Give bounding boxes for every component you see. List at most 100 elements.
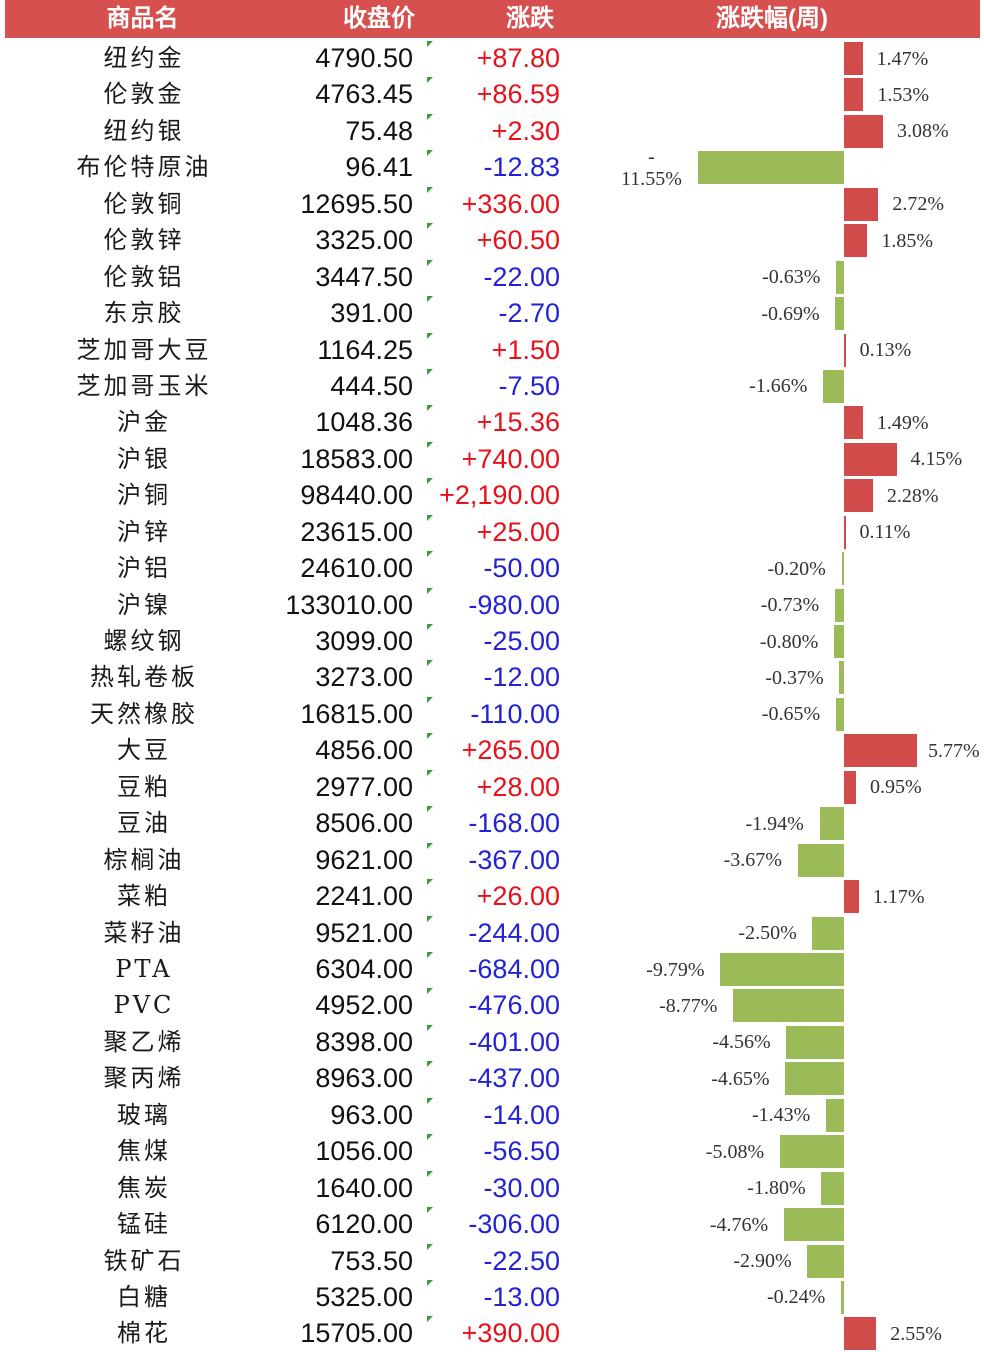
weekly-change-bar (825, 1098, 845, 1132)
close-price: 4856.00 (315, 735, 413, 766)
weekly-change-bar (833, 625, 845, 659)
price-change: -56.50 (483, 1136, 560, 1167)
price-change: -168.00 (468, 808, 560, 839)
price-change: -2.70 (498, 298, 560, 329)
close-price: 8398.00 (315, 1026, 413, 1057)
close-price: 3099.00 (315, 626, 413, 657)
commodity-name: 棕榈油 (103, 845, 185, 874)
commodity-row: 玻璃 963.00 -14.00 -1.43% (0, 1097, 984, 1133)
green-triangle-icon (427, 441, 433, 448)
commodity-row: 棕榈油 9621.00 -367.00 -3.67% (0, 842, 984, 878)
weekly-change-label: -1.94% (745, 812, 804, 835)
close-price: 9521.00 (315, 917, 413, 948)
weekly-change-label: 1.17% (872, 885, 925, 908)
commodity-table-body: 纽约金 4790.50 +87.80 1.47% 伦敦金 4763.45 +86.59 1.5… (0, 40, 984, 1352)
close-price: 4952.00 (315, 990, 413, 1021)
close-price: 3273.00 (315, 662, 413, 693)
header-price-change: 涨跌 (506, 5, 554, 32)
close-price: 4763.45 (315, 79, 413, 110)
close-price: 75.48 (345, 115, 413, 146)
weekly-change-bar (786, 1025, 845, 1059)
price-change: +336.00 (461, 188, 560, 219)
green-triangle-icon (427, 1170, 433, 1177)
price-change: +15.36 (476, 407, 560, 438)
weekly-change-label: -0.73% (760, 594, 820, 617)
commodity-row: 螺纹钢 3099.00 -25.00 -0.80% (0, 623, 984, 659)
price-change: -306.00 (468, 1209, 560, 1240)
commodity-name: 天然橡胶 (90, 699, 198, 728)
price-change: -12.00 (483, 662, 560, 693)
price-change: -244.00 (468, 917, 560, 948)
green-triangle-icon (427, 77, 433, 84)
close-price: 2977.00 (315, 771, 413, 802)
commodity-name: 伦敦铜 (103, 189, 185, 218)
weekly-change-label: 3.08% (896, 120, 949, 143)
green-triangle-icon (427, 1061, 433, 1068)
commodity-row: 沪铜 98440.00 +2,190.00 2.28% (0, 477, 984, 513)
commodity-row: 纽约银 75.48 +2.30 3.08% (0, 113, 984, 149)
price-change: -25.00 (483, 626, 560, 657)
green-triangle-icon (427, 1243, 433, 1250)
close-price: 12695.50 (300, 188, 413, 219)
close-price: 753.50 (330, 1245, 413, 1276)
green-triangle-icon (427, 1207, 433, 1214)
commodity-name: 芝加哥大豆 (76, 335, 212, 364)
header-close-price: 收盘价 (343, 5, 415, 32)
commodity-row: 白糖 5325.00 -13.00 -0.24% (0, 1279, 984, 1315)
price-change: -13.00 (483, 1281, 560, 1312)
weekly-change-bar (844, 406, 863, 440)
weekly-change-label: -0.20% (767, 557, 826, 580)
price-change: +265.00 (461, 735, 560, 766)
commodity-row: 棉花 15705.00 +390.00 2.55% (0, 1315, 984, 1351)
weekly-change-label: 2.28% (886, 484, 939, 507)
close-price: 5325.00 (315, 1281, 413, 1312)
commodity-name: 菜粕 (117, 882, 171, 911)
green-triangle-icon (427, 332, 433, 339)
weekly-change-bar (844, 224, 868, 258)
commodity-row: 沪镍 133010.00 -980.00 -0.73% (0, 587, 984, 623)
green-triangle-icon (427, 514, 433, 521)
price-change: -684.00 (468, 954, 560, 984)
weekly-change-bar (823, 369, 845, 403)
green-triangle-icon (427, 186, 433, 193)
price-change: +28.00 (476, 771, 560, 802)
close-price: 1640.00 (315, 1172, 413, 1203)
commodity-row: 聚乙烯 8398.00 -401.00 -4.56% (0, 1024, 984, 1060)
weekly-change-label: 0.95% (870, 776, 922, 799)
commodity-name: 布伦特原油 (76, 153, 212, 182)
price-change: -22.50 (483, 1245, 560, 1276)
weekly-change-label: -0.37% (765, 666, 824, 689)
table-header: 商品名 收盘价 涨跌 涨跌幅(周) (5, 0, 980, 38)
commodity-name: 热轧卷板 (90, 663, 198, 692)
commodity-name: 伦敦锌 (103, 226, 185, 255)
weekly-change-bar (819, 807, 845, 841)
price-change: +1.50 (491, 334, 560, 365)
close-price: 444.50 (330, 370, 413, 401)
weekly-change-label: -1.80% (747, 1177, 806, 1200)
weekly-change-bar (844, 42, 863, 75)
weekly-change-bar (698, 151, 845, 185)
green-triangle-icon (427, 150, 433, 157)
weekly-change-label: -9.79% (646, 958, 705, 981)
close-price: 23615.00 (300, 516, 413, 547)
weekly-change-label: -4.56% (712, 1031, 771, 1054)
commodity-row: 菜粕 2241.00 +26.00 1.17% (0, 878, 984, 914)
weekly-change-bar (812, 916, 845, 950)
green-triangle-icon (427, 551, 433, 558)
green-triangle-icon (427, 915, 433, 922)
close-price: 24610.00 (300, 553, 413, 584)
close-price: 133010.00 (285, 589, 413, 620)
weekly-change-bar (835, 297, 845, 331)
commodity-name: 聚乙烯 (103, 1027, 185, 1056)
commodity-name: 沪锌 (117, 517, 171, 546)
green-triangle-icon (427, 1024, 433, 1031)
commodity-row: 伦敦锌 3325.00 +60.50 1.85% (0, 222, 984, 258)
green-triangle-icon (427, 587, 433, 594)
weekly-change-label: 4.15% (910, 448, 963, 471)
close-price: 1164.25 (317, 334, 413, 365)
green-triangle-icon (427, 733, 433, 740)
green-triangle-icon (427, 879, 433, 886)
price-change: -437.00 (468, 1063, 560, 1094)
price-change: +87.80 (476, 43, 560, 73)
weekly-change-label: -4.65% (711, 1067, 770, 1090)
